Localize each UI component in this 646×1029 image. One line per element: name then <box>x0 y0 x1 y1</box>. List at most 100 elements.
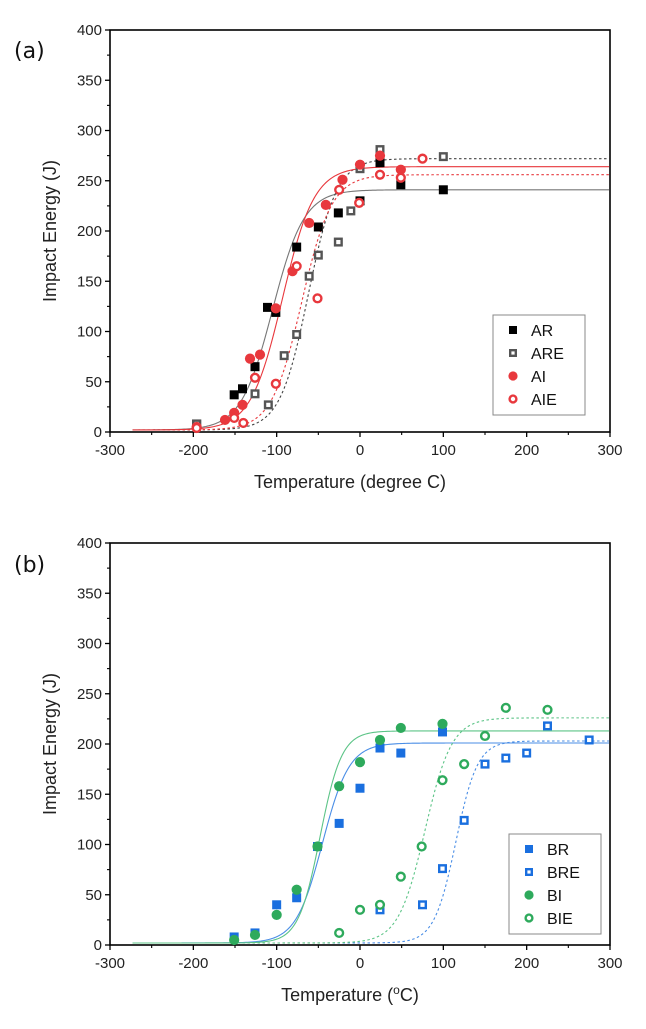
x-tick-label: -300 <box>95 442 125 459</box>
data-point-aie <box>270 378 281 389</box>
x-axis-title: Temperature (degree C) <box>254 472 446 492</box>
data-point-aie <box>229 412 240 424</box>
data-point-bie <box>334 927 345 939</box>
x-tick-label: 0 <box>356 955 364 972</box>
data-point-bre <box>418 900 428 910</box>
legend-item: AIE <box>508 392 557 409</box>
x-tick-label: 200 <box>514 955 539 972</box>
data-point-bi <box>249 929 261 941</box>
data-point-ai <box>374 150 386 161</box>
data-point-ai <box>320 199 331 210</box>
data-point-bie <box>479 730 491 742</box>
data-point-are <box>250 389 260 399</box>
data-point-ar <box>375 158 385 168</box>
data-point-ar <box>229 390 239 400</box>
x-axis-title-part: C) <box>400 985 419 1005</box>
y-tick-label: 400 <box>77 22 102 39</box>
data-point-ar <box>333 208 343 218</box>
data-point-aie <box>238 417 249 429</box>
y-tick-label: 250 <box>77 173 102 190</box>
y-tick-label: 150 <box>77 273 102 290</box>
legend-marker-aie <box>508 394 518 404</box>
data-point-ai <box>304 217 315 229</box>
legend-label: AIE <box>531 392 557 409</box>
data-point-bre <box>522 748 532 758</box>
data-point-aie <box>354 197 365 208</box>
y-tick-label: 300 <box>77 636 102 653</box>
y-tick-label: 200 <box>77 736 102 753</box>
data-point-ai <box>354 159 366 170</box>
chart-panel-a: -300 -200 -100 0 100 200 300 0 50 100 150 200 250 300… <box>14 22 623 492</box>
data-point-br <box>292 893 302 903</box>
data-point-aie <box>395 172 406 183</box>
data-point-aie <box>417 153 428 164</box>
legend-marker-are <box>509 349 518 358</box>
data-point-ar <box>438 185 448 195</box>
data-point-are <box>292 330 302 340</box>
y-tick-label: 50 <box>85 374 102 391</box>
series-ai <box>191 150 406 433</box>
data-point-bi <box>291 884 302 895</box>
data-point-bre <box>584 735 594 745</box>
data-point-br <box>355 783 365 793</box>
legend-item: BIE <box>524 911 573 928</box>
data-point-bre <box>459 815 469 825</box>
data-point-bie <box>500 702 511 713</box>
data-point-bie <box>542 704 553 715</box>
y-axis-title: Impact Energy (J) <box>40 160 60 302</box>
data-point-ar <box>292 242 302 252</box>
data-point-ai <box>270 303 281 314</box>
data-point-bi <box>354 756 366 768</box>
y-tick-label: 0 <box>94 424 102 441</box>
data-point-are <box>263 400 273 410</box>
data-point-bi <box>437 718 448 730</box>
data-point-bie <box>354 904 366 915</box>
data-point-aie <box>249 372 261 383</box>
data-point-are <box>438 152 448 162</box>
data-point-bie <box>416 841 427 852</box>
data-point-ar <box>263 302 272 312</box>
data-point-aie <box>334 184 345 195</box>
legend-label: ARE <box>531 346 564 363</box>
y-tick-label: 400 <box>77 535 102 552</box>
y-tick-label: 150 <box>77 786 102 803</box>
x-tick-label: 0 <box>356 442 364 459</box>
data-point-are <box>333 237 343 247</box>
legend-label: BI <box>547 888 562 905</box>
fit-curves <box>132 717 610 944</box>
data-point-are <box>304 271 314 281</box>
legend-label: AI <box>531 369 546 386</box>
data-point-br <box>334 818 344 828</box>
x-tick-label: -200 <box>178 442 208 459</box>
data-point-are <box>313 250 323 260</box>
data-point-ai <box>244 353 256 364</box>
y-tick-label: 350 <box>77 72 102 89</box>
x-axis-title-part: Temperature ( <box>281 985 393 1005</box>
legend-label: BIE <box>547 911 573 928</box>
panel-label: (a) <box>14 39 45 64</box>
y-tick-label: 50 <box>85 887 102 904</box>
x-tick-label: 300 <box>597 442 622 459</box>
data-point-bi <box>312 841 323 852</box>
data-point-ar <box>250 362 260 372</box>
legend-item: BR <box>525 842 569 859</box>
data-point-bi <box>374 734 386 746</box>
legend-box <box>492 314 586 416</box>
series-are <box>192 145 448 429</box>
data-point-bre <box>480 759 490 769</box>
data-point-ar <box>238 384 247 394</box>
legend-marker-bre <box>525 868 534 877</box>
fit-curve-ar <box>132 189 610 431</box>
data-point-ai <box>395 164 406 175</box>
data-point-bi <box>271 909 282 920</box>
y-tick-label: 100 <box>77 837 102 854</box>
x-tick-label: -200 <box>178 955 208 972</box>
data-point-bie <box>459 758 470 770</box>
data-point-are <box>346 206 356 216</box>
x-tick-label: -300 <box>95 955 125 972</box>
fit-curve-bi <box>132 730 610 944</box>
data-point-aie <box>191 422 202 434</box>
data-point-bie <box>437 775 448 786</box>
legend-item: ARE <box>509 346 564 363</box>
